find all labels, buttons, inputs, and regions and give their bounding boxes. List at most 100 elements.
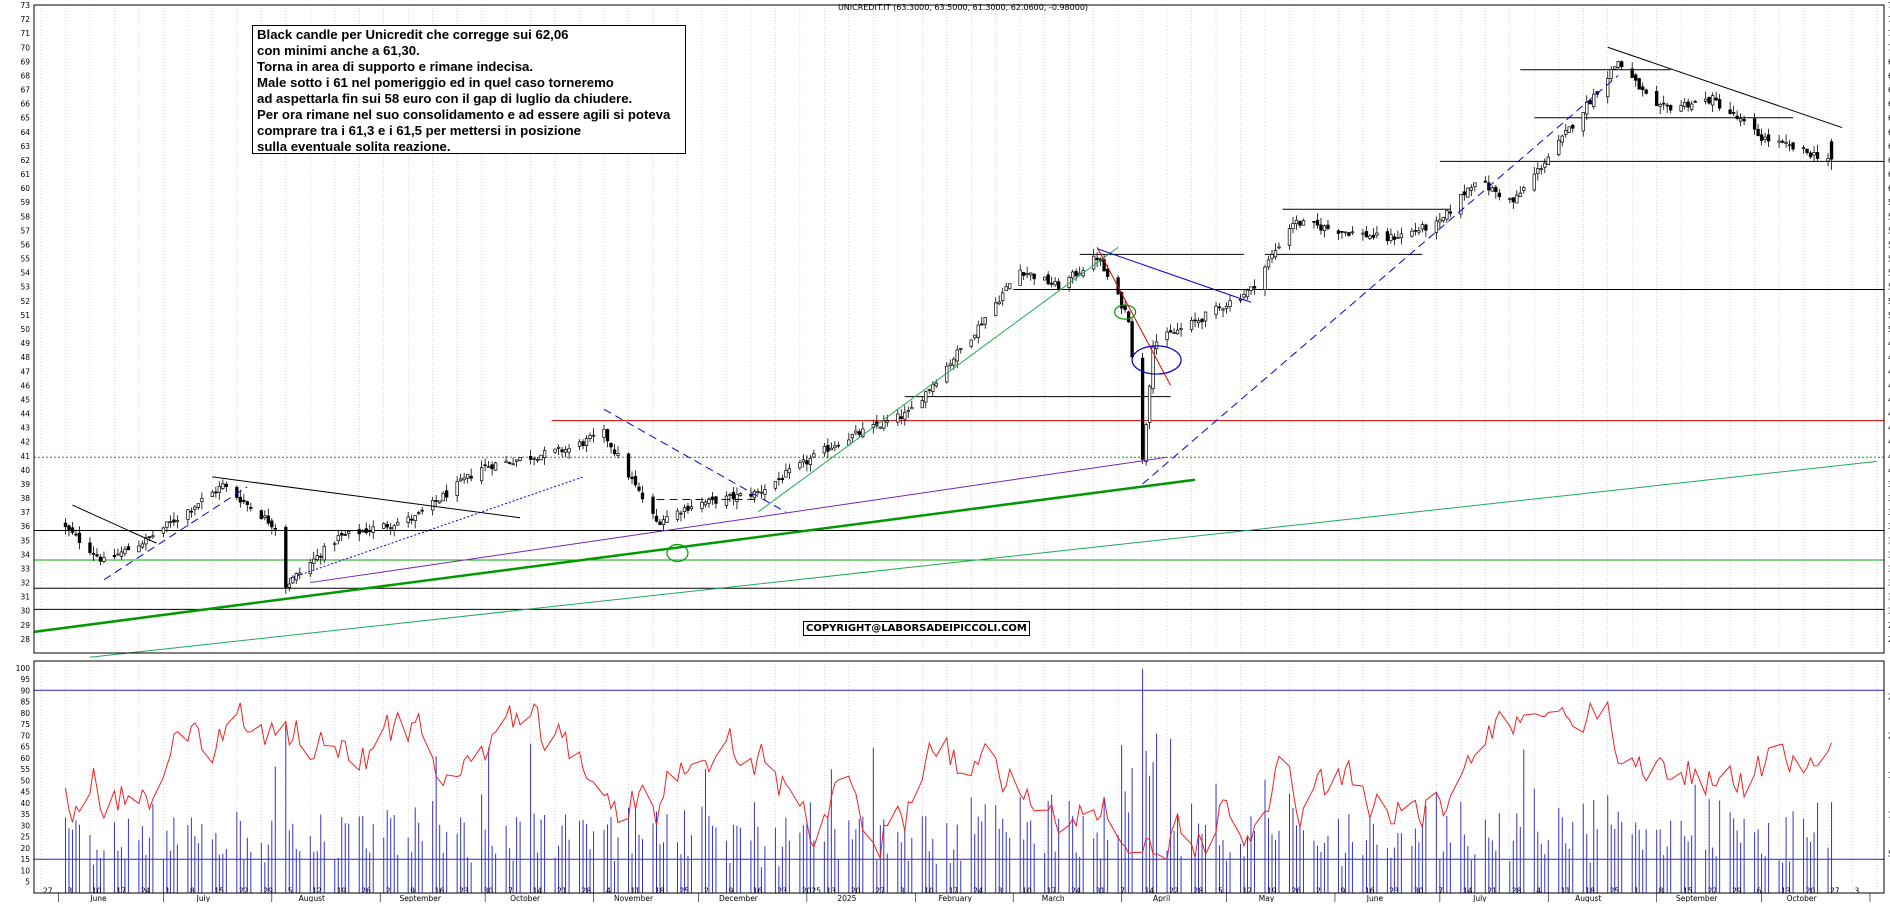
y-tick-label-right: 33 — [1888, 564, 1890, 573]
month-label: April — [1153, 894, 1170, 902]
indicator-tick-label: 5 — [25, 878, 30, 887]
candle-white — [959, 348, 963, 351]
candle-white — [1710, 95, 1715, 106]
candle-black — [74, 533, 78, 536]
candle-white — [462, 477, 466, 481]
note-line: con minimi anche a 61,30. — [257, 43, 420, 58]
candle-black — [238, 496, 242, 503]
candle-black — [581, 441, 585, 446]
candle-black — [637, 486, 641, 491]
price-panel-frame — [33, 4, 1885, 654]
x-tick-label: 21 — [557, 887, 567, 896]
x-tick-label: 25 — [679, 887, 689, 896]
x-tick-label: 10 — [92, 887, 102, 896]
trendline — [33, 478, 1196, 634]
candle-white — [1196, 320, 1201, 324]
candle-black — [270, 520, 274, 528]
candle-white — [1270, 254, 1274, 259]
candle-white — [168, 521, 173, 523]
candle-white — [1441, 217, 1446, 222]
x-tick-label: 15 — [214, 887, 224, 896]
x-tick-label: 14 — [1145, 887, 1155, 896]
candle-white — [1277, 246, 1281, 249]
month-label: September — [1676, 894, 1718, 902]
candle-black — [1130, 321, 1134, 358]
y-tick-label-right: 68 — [1888, 71, 1890, 80]
x-tick-label: 3 — [900, 887, 905, 896]
x-tick-label: 23 — [777, 887, 787, 896]
candle-white — [1175, 329, 1180, 335]
candle-black — [67, 525, 71, 530]
candle-black — [654, 515, 659, 522]
x-tick-label: 8 — [1659, 887, 1664, 896]
candle-black — [1717, 99, 1722, 109]
candle-white — [1203, 311, 1208, 322]
candle-white — [1043, 276, 1047, 281]
month-label: October — [510, 894, 541, 902]
indicator-tick-label: 50 — [20, 776, 30, 785]
ticker-line: UNICREDIT.IT (63.3000, 63.5000, 61.3000,… — [838, 3, 1088, 12]
candle-white — [1826, 158, 1830, 162]
month-label: 2025 — [837, 894, 856, 902]
x-tick-label: 10 — [924, 887, 934, 896]
candle-white — [1004, 286, 1008, 292]
candle-black — [1371, 234, 1376, 238]
candle-black — [249, 507, 253, 509]
indicator-tick-label: 90 — [20, 686, 30, 695]
candle-white — [1557, 139, 1561, 156]
candle-black — [1742, 118, 1746, 122]
candle-black — [612, 449, 617, 455]
candle-black — [1095, 257, 1099, 261]
candle-white — [812, 453, 816, 458]
candle-black — [91, 552, 96, 555]
candle-black — [1808, 152, 1813, 158]
candle-white — [948, 363, 952, 367]
y-tick-label-right: 44 — [1888, 410, 1890, 419]
indicator-tick-label: 85 — [20, 698, 30, 707]
candle-white — [759, 491, 764, 494]
candle-black — [1319, 224, 1323, 231]
candle-black — [1057, 281, 1061, 291]
y-tick-label: 42 — [20, 438, 30, 447]
candle-white — [787, 468, 792, 474]
candle-white — [1616, 61, 1620, 68]
indicator-tick-label: 75 — [20, 720, 30, 729]
candle-white — [910, 407, 914, 410]
y-tick-label-right: 50 — [1888, 325, 1890, 334]
x-tick-label: 3 — [67, 887, 72, 896]
candle-black — [651, 496, 655, 514]
candle-white — [1029, 272, 1033, 276]
y-tick-label: 49 — [20, 339, 30, 348]
x-tick-label: 7 — [508, 887, 513, 896]
y-tick-label-right: 41 — [1888, 452, 1890, 461]
y-tick-label-right: 39 — [1888, 480, 1890, 489]
candle-white — [1144, 424, 1148, 463]
y-tick-label-right: 34 — [1888, 550, 1890, 559]
candle-white — [210, 491, 215, 497]
marker-ellipse — [1131, 345, 1182, 375]
candle-white — [1368, 235, 1372, 239]
candle-white — [291, 576, 295, 584]
note-line: comprare tra i 61,3 e i 61,5 per metters… — [257, 123, 581, 138]
candle-white — [441, 493, 445, 502]
candle-black — [445, 490, 449, 498]
candle-black — [1424, 224, 1428, 231]
candle-black — [1759, 134, 1764, 141]
candle-white — [1564, 130, 1568, 135]
candle-white — [458, 478, 463, 482]
candle-white — [1801, 147, 1806, 150]
candle-black — [385, 524, 389, 528]
candle-white — [822, 446, 827, 454]
trendline — [212, 476, 521, 519]
candle-black — [1815, 152, 1820, 159]
candle-white — [878, 426, 882, 429]
candle-black — [319, 555, 323, 558]
candle-white — [934, 382, 938, 387]
x-tick-label: 16 — [1365, 887, 1375, 896]
y-tick-label: 59 — [20, 198, 30, 207]
y-tick-label: 30 — [20, 607, 30, 616]
x-tick-label: 9 — [728, 887, 733, 896]
candle-black — [242, 500, 246, 502]
y-tick-label-right: 55 — [1888, 255, 1890, 264]
x-tick-label: 20 — [1806, 887, 1816, 896]
